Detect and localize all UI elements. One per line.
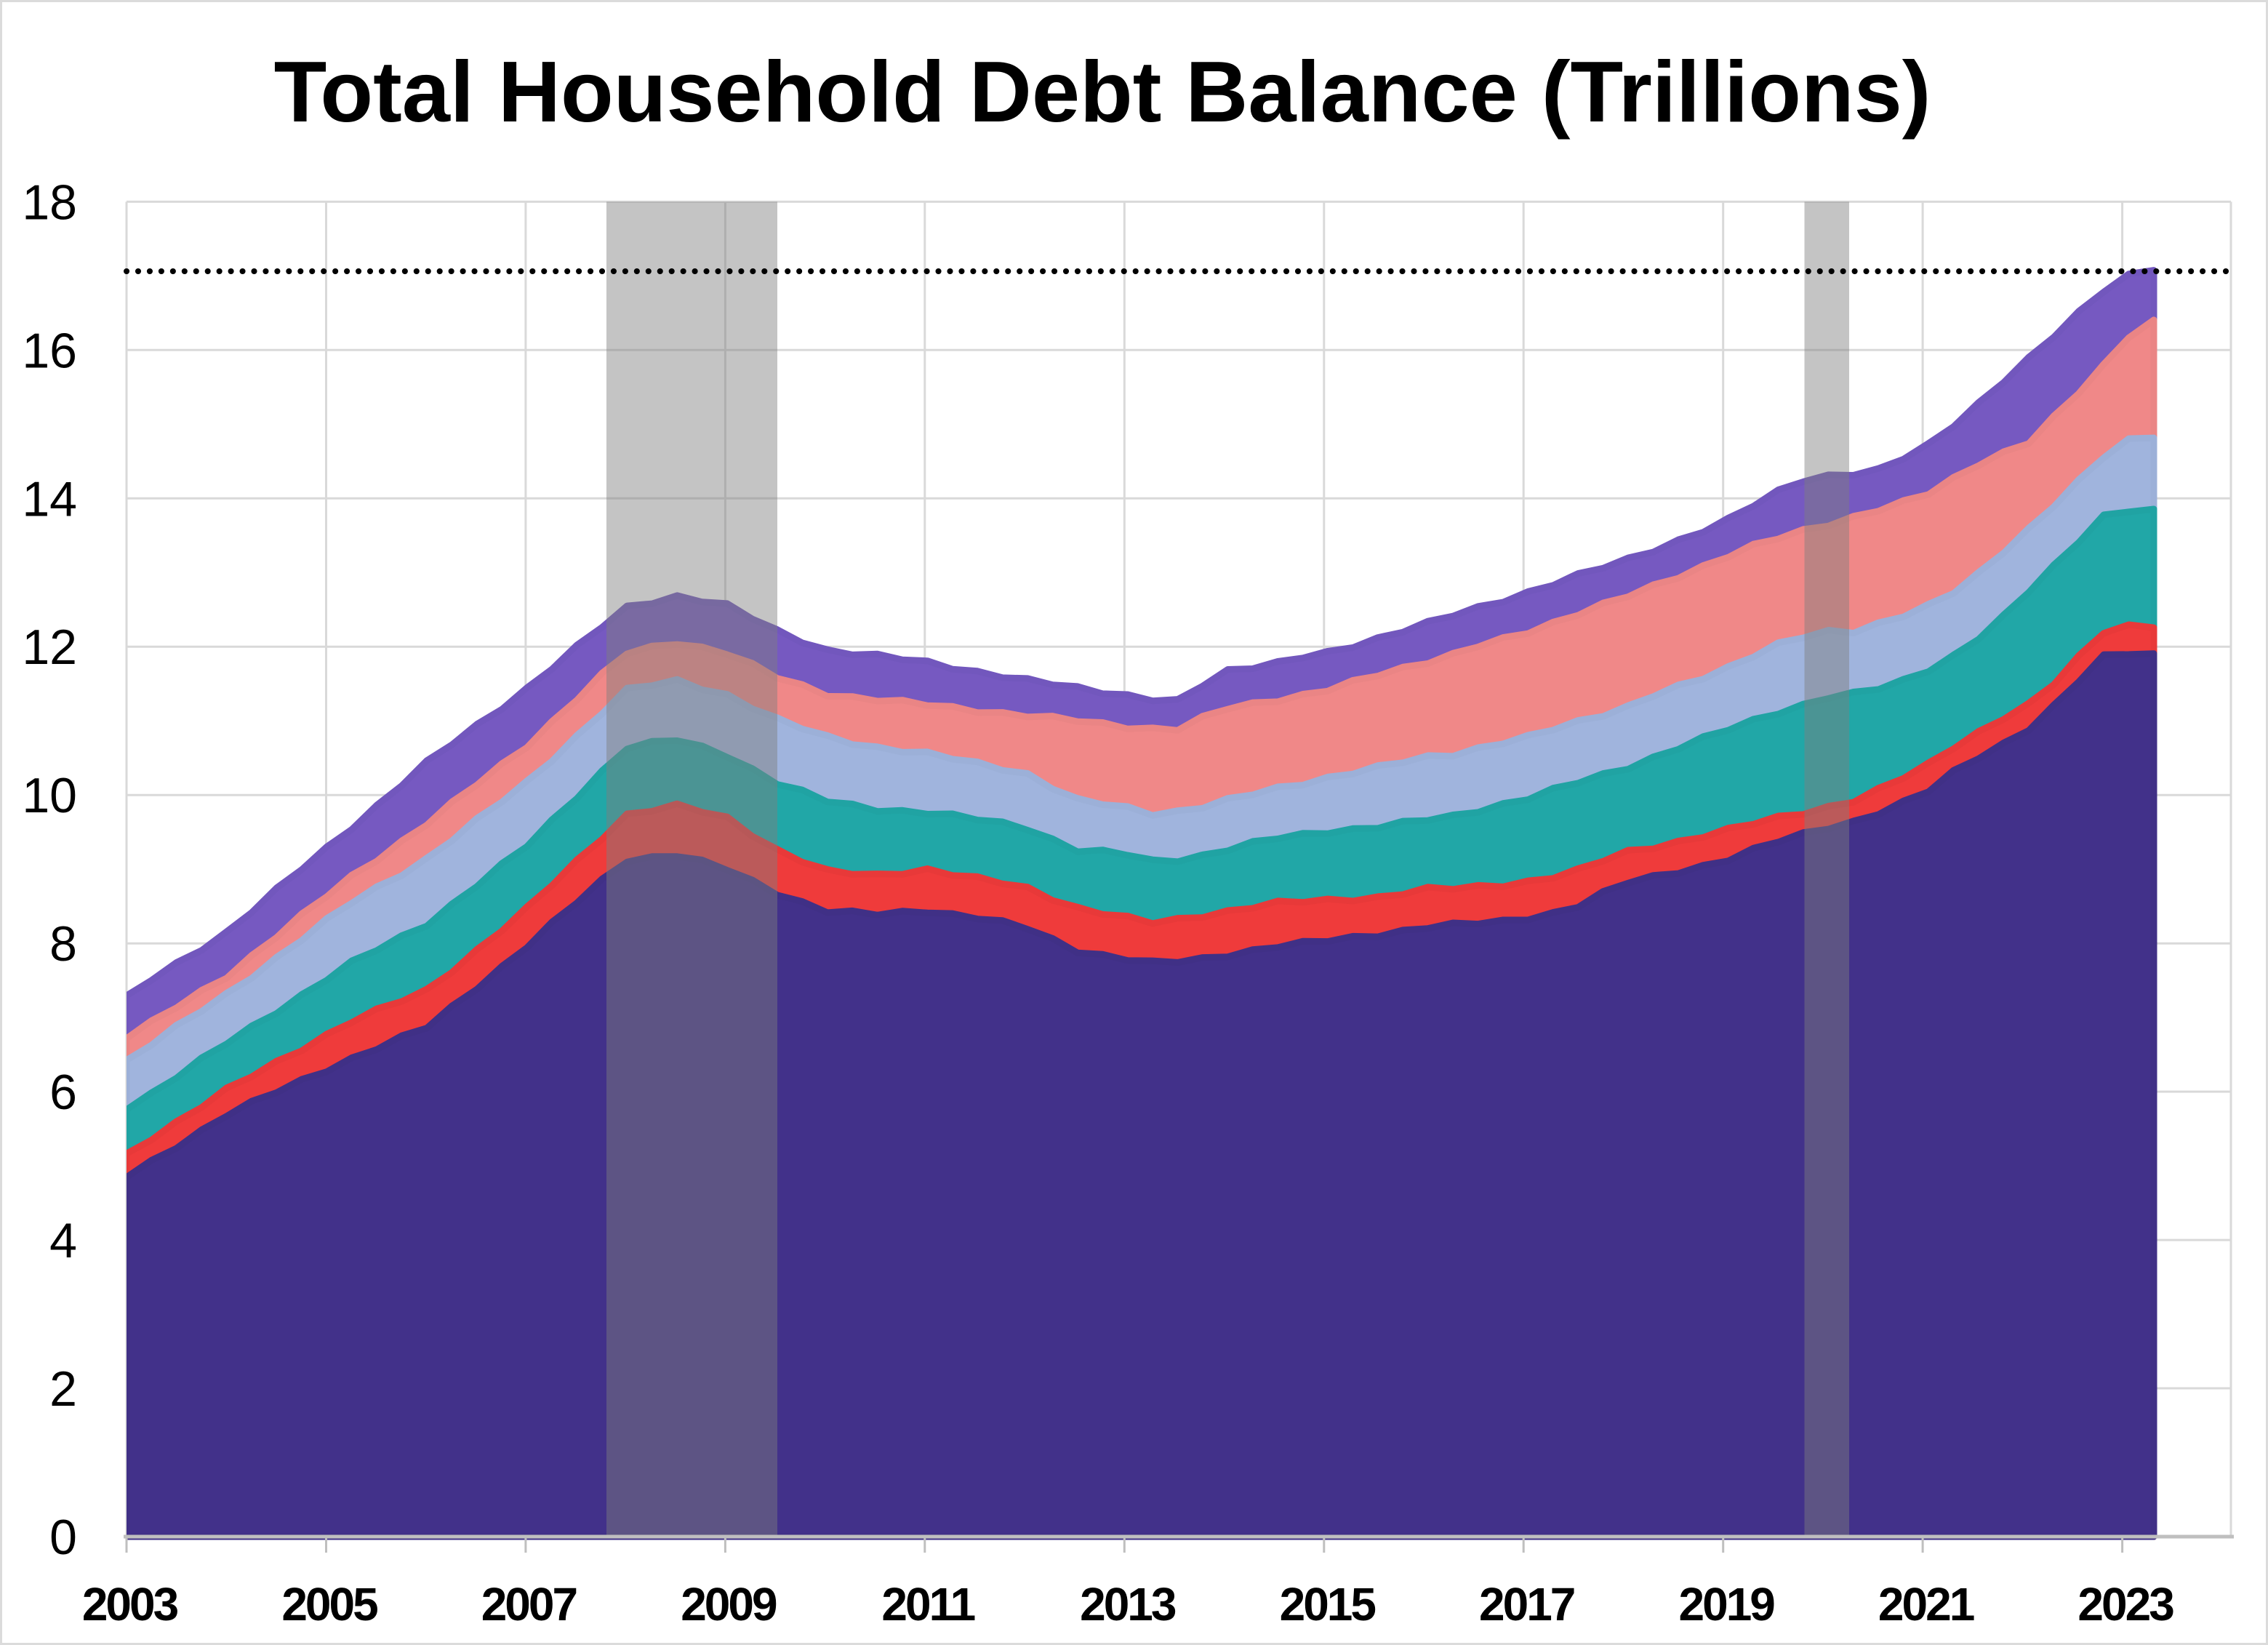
svg-text:12: 12 xyxy=(22,620,77,675)
svg-text:0: 0 xyxy=(49,1510,77,1565)
svg-text:2017: 2017 xyxy=(1479,1578,1574,1630)
svg-text:2011: 2011 xyxy=(881,1578,974,1630)
svg-text:2007: 2007 xyxy=(481,1578,577,1630)
svg-text:Total Household Debt Balance (: Total Household Debt Balance (Trillions) xyxy=(274,44,1931,140)
svg-text:2015: 2015 xyxy=(1280,1578,1376,1630)
svg-text:2009: 2009 xyxy=(681,1578,777,1630)
svg-text:2013: 2013 xyxy=(1080,1578,1176,1630)
svg-text:18: 18 xyxy=(22,175,77,230)
svg-text:2019: 2019 xyxy=(1679,1578,1775,1630)
svg-text:6: 6 xyxy=(49,1065,77,1120)
svg-text:4: 4 xyxy=(49,1213,77,1268)
svg-text:2023: 2023 xyxy=(2077,1578,2173,1630)
svg-text:8: 8 xyxy=(49,916,77,972)
svg-text:2003: 2003 xyxy=(82,1578,178,1630)
svg-text:2021: 2021 xyxy=(1878,1578,1974,1630)
svg-text:16: 16 xyxy=(22,323,77,378)
svg-text:2: 2 xyxy=(49,1361,77,1417)
svg-text:2005: 2005 xyxy=(281,1578,377,1630)
svg-text:10: 10 xyxy=(22,768,77,823)
svg-text:14: 14 xyxy=(22,471,77,527)
